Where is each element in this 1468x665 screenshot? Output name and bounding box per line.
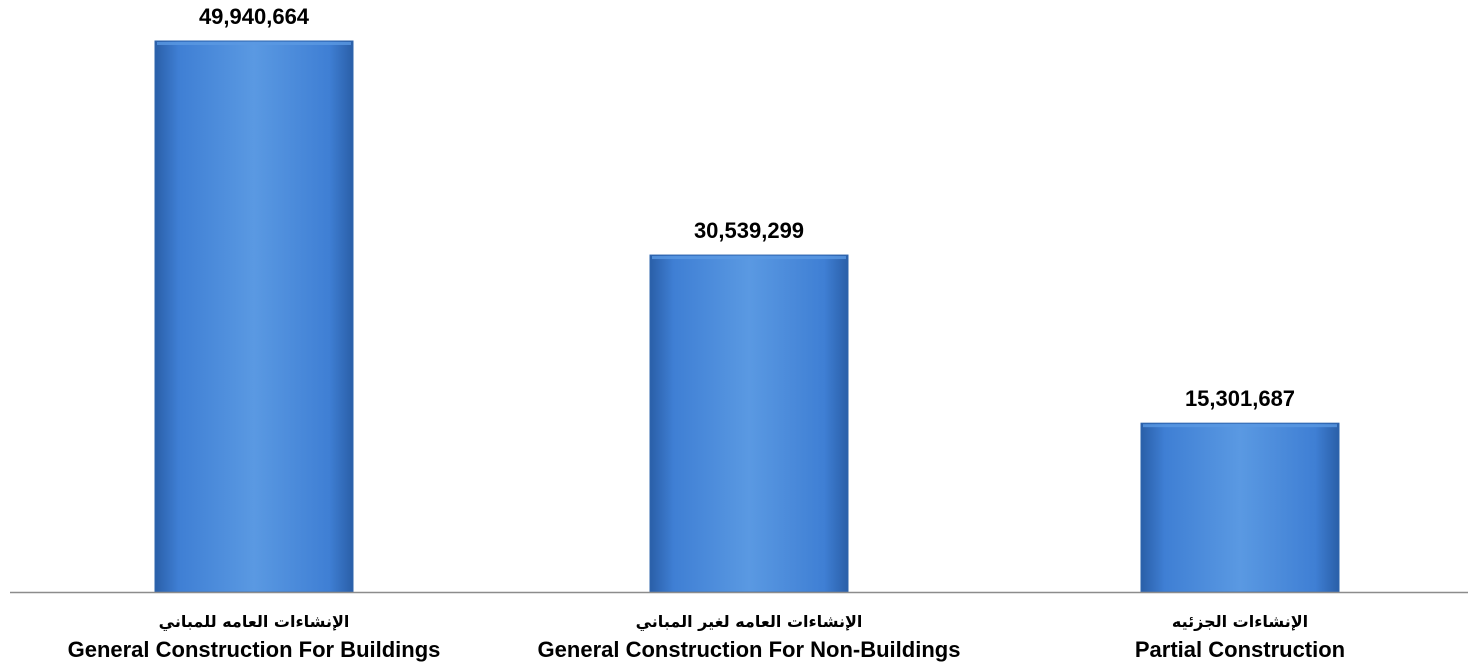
labels-layer: 49,940,664 الإنشاءات العامه للمباني Genera… [68,4,1346,662]
data-label-3: 15,301,687 [1185,386,1295,411]
category-label-en-2: General Construction For Non-Buildings [538,637,961,662]
bar-3-highlight [1143,424,1337,428]
data-label-2: 30,539,299 [694,218,804,243]
bar-3 [1140,422,1340,593]
bars-layer [154,40,1340,593]
data-label-1: 49,940,664 [199,4,310,29]
category-label-ar-2: الإنشاءات العامه لغير المباني [636,612,863,632]
category-label-en-1: General Construction For Buildings [68,637,441,662]
category-label-en-3: Partial Construction [1135,637,1345,662]
category-label-ar-1: الإنشاءات العامه للمباني [159,612,350,632]
bar-2 [649,254,849,593]
category-label-ar-3: الإنشاءات الجزئيه [1172,612,1308,631]
bar-1-highlight [157,42,351,45]
bar-2-highlight [652,256,846,260]
bar-1 [154,40,354,593]
